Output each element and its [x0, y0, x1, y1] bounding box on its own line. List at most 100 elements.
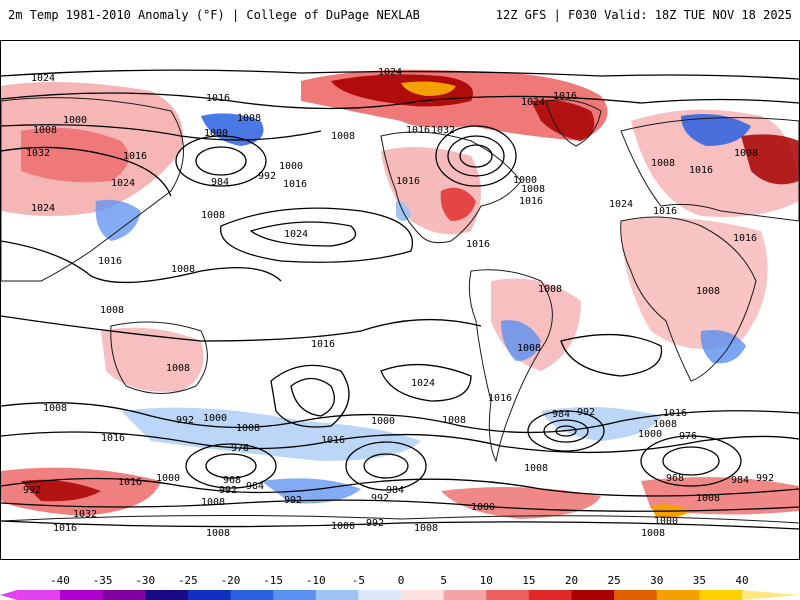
contour-label: 1000 [654, 516, 678, 527]
colorbar-swatch [230, 590, 274, 600]
colorbar-swatch [187, 590, 231, 600]
isobar [1, 520, 799, 530]
colorbar-swatch [60, 590, 104, 600]
contour-label: 992 [366, 518, 384, 529]
contour-label: 992 [284, 495, 302, 506]
contour-label: 1008 [201, 497, 225, 508]
colorbar-swatch [358, 590, 402, 600]
contour-label: 1000 [203, 413, 227, 424]
cold-anomaly-region [95, 199, 141, 241]
contour-label: 1008 [171, 264, 195, 275]
contour-label: 984 [211, 177, 229, 188]
contour-label: 1016 [123, 151, 147, 162]
contour-label: 1016 [406, 125, 430, 136]
contour-label: 1016 [396, 176, 420, 187]
isobar [270, 364, 350, 428]
contour-label: 1000 [471, 502, 495, 513]
strong-warm-anomaly-region [331, 74, 473, 107]
contour-label: 1016 [98, 256, 122, 267]
contour-label: 1032 [73, 509, 97, 520]
colorbar-swatch [145, 590, 189, 600]
south-america-outline [468, 269, 553, 463]
colorbar-tick-label: 30 [650, 574, 664, 587]
contour-label: 1000 [513, 175, 537, 186]
colorbar-swatch [315, 590, 359, 600]
colorbar-swatch [699, 590, 743, 600]
cold-anomaly-region [121, 407, 421, 461]
contour-label: 1024 [31, 203, 55, 214]
colorbar-arrow-high [742, 590, 800, 600]
contour-label: 1008 [166, 363, 190, 374]
map-header: 2m Temp 1981-2010 Anomaly (°F) | College… [0, 0, 800, 30]
cold-anomaly-region [261, 478, 361, 504]
isobar [290, 377, 335, 417]
warm-anomaly-region [21, 127, 129, 183]
colorbar-tick-label: -30 [135, 574, 156, 587]
contour-label: 968 [666, 473, 684, 484]
map-title: 2m Temp 1981-2010 Anomaly (°F) | College… [8, 8, 420, 22]
colorbar [0, 590, 800, 600]
contour-label: 1024 [609, 199, 633, 210]
contour-label: 1016 [488, 393, 512, 404]
contour-label: 1008 [734, 148, 758, 159]
contour-label: 984 [246, 481, 264, 492]
isobar [1, 431, 799, 454]
contour-label: 1024 [31, 73, 55, 84]
contour-label: 1008 [331, 131, 355, 142]
isobar [459, 144, 493, 168]
contour-label: 1016 [101, 433, 125, 444]
contour-label: 1008 [414, 523, 438, 534]
contour-label: 992 [371, 493, 389, 504]
isobar [185, 443, 277, 489]
isobar [662, 446, 720, 476]
contour-label: 992 [577, 407, 595, 418]
contour-label: 1016 [206, 93, 230, 104]
anomaly-map: 1024 1016 1008 1000 1032 1016 1024 1024 … [1, 67, 799, 539]
contour-label: 1008 [696, 286, 720, 297]
isobar [555, 425, 577, 437]
isobar [640, 435, 742, 487]
isobar [560, 333, 663, 377]
contour-label: 1016 [689, 165, 713, 176]
contour-labels: 1024 1016 1008 1000 1032 1016 1024 1024 … [23, 67, 774, 539]
contour-label: 1008 [206, 528, 230, 539]
contour-label: 1016 [321, 435, 345, 446]
colorbar-tick-label: 0 [397, 574, 405, 587]
colorbar-swatch [486, 590, 530, 600]
strong-warm-anomaly-region [741, 134, 799, 185]
contour-label: 1024 [521, 97, 545, 108]
colorbar-swatch [656, 590, 700, 600]
colorbar-tick-label: 40 [735, 574, 749, 587]
isobar [220, 207, 413, 263]
cold-anomaly-region [681, 113, 751, 146]
colorbar-tick-label: 35 [692, 574, 706, 587]
contour-label: 1008 [100, 305, 124, 316]
colorbar-swatch [273, 590, 317, 600]
colorbar-swatch [17, 590, 60, 600]
isobar [543, 419, 589, 443]
colorbar-swatch [401, 590, 445, 600]
contour-label: 1008 [33, 125, 57, 136]
colorbar-swatch [614, 590, 658, 600]
contour-label: 1000 [204, 128, 228, 139]
anomaly-shading [1, 69, 799, 519]
contour-label: 976 [679, 431, 697, 442]
contour-label: 1008 [538, 284, 562, 295]
isobar [1, 499, 799, 512]
colorbar-tick-label: -25 [177, 574, 198, 587]
contour-label: 992 [258, 171, 276, 182]
model-run-info: 12Z GFS | F030 Valid: 18Z TUE NOV 18 202… [495, 8, 792, 22]
contour-label: 1008 [442, 415, 466, 426]
contour-label: 1024 [378, 67, 402, 78]
isobar [1, 146, 172, 197]
warm-anomaly-region [641, 477, 799, 515]
colorbar-swatch [571, 590, 615, 600]
cold-anomaly-region [201, 113, 264, 146]
contour-label: 1008 [521, 184, 545, 195]
contour-label: 968 [223, 475, 241, 486]
greenland-outline [545, 99, 602, 147]
isobar [345, 441, 427, 491]
contour-label: 1008 [237, 113, 261, 124]
colorbar-tick-label: -10 [305, 574, 326, 587]
contour-label: 1024 [284, 229, 308, 240]
